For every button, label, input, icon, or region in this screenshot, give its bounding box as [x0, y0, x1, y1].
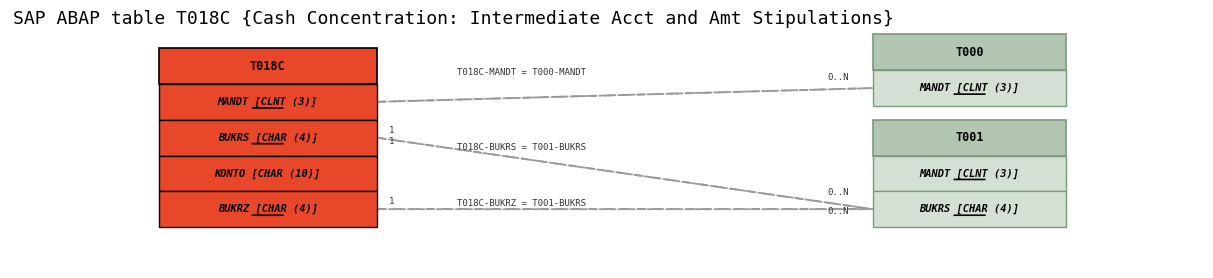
Text: 1: 1	[388, 197, 394, 207]
Text: 0..N: 0..N	[827, 207, 849, 217]
Text: MANDT [CLNT (3)]: MANDT [CLNT (3)]	[919, 83, 1020, 93]
Text: T018C-BUKRS = T001-BUKRS: T018C-BUKRS = T001-BUKRS	[457, 143, 586, 152]
Text: 1: 1	[388, 137, 394, 146]
Text: BUKRS [CHAR (4)]: BUKRS [CHAR (4)]	[919, 204, 1020, 214]
FancyBboxPatch shape	[872, 70, 1066, 106]
Text: MANDT [CLNT (3)]: MANDT [CLNT (3)]	[217, 97, 318, 107]
Text: T018C-BUKRZ = T001-BUKRS: T018C-BUKRZ = T001-BUKRS	[457, 199, 586, 208]
Text: 0..N: 0..N	[827, 73, 849, 81]
Text: BUKRS [CHAR (4)]: BUKRS [CHAR (4)]	[217, 133, 318, 143]
Text: T018C-MANDT = T000-MANDT: T018C-MANDT = T000-MANDT	[457, 68, 586, 78]
Text: KONTO [CHAR (10)]: KONTO [CHAR (10)]	[215, 168, 320, 178]
Text: T000: T000	[956, 46, 984, 59]
Text: T018C: T018C	[250, 59, 285, 73]
FancyBboxPatch shape	[872, 34, 1066, 70]
Text: MANDT [CLNT (3)]: MANDT [CLNT (3)]	[919, 168, 1020, 178]
FancyBboxPatch shape	[872, 155, 1066, 191]
FancyBboxPatch shape	[159, 155, 376, 191]
FancyBboxPatch shape	[872, 120, 1066, 155]
Text: T001: T001	[956, 131, 984, 144]
Text: 0..N: 0..N	[827, 188, 849, 197]
Text: 1: 1	[388, 126, 394, 135]
FancyBboxPatch shape	[872, 191, 1066, 227]
FancyBboxPatch shape	[159, 48, 376, 84]
Text: SAP ABAP table T018C {Cash Concentration: Intermediate Acct and Amt Stipulations: SAP ABAP table T018C {Cash Concentration…	[13, 10, 894, 28]
FancyBboxPatch shape	[159, 191, 376, 227]
FancyBboxPatch shape	[159, 84, 376, 120]
Text: BUKRZ [CHAR (4)]: BUKRZ [CHAR (4)]	[217, 204, 318, 214]
FancyBboxPatch shape	[159, 120, 376, 155]
